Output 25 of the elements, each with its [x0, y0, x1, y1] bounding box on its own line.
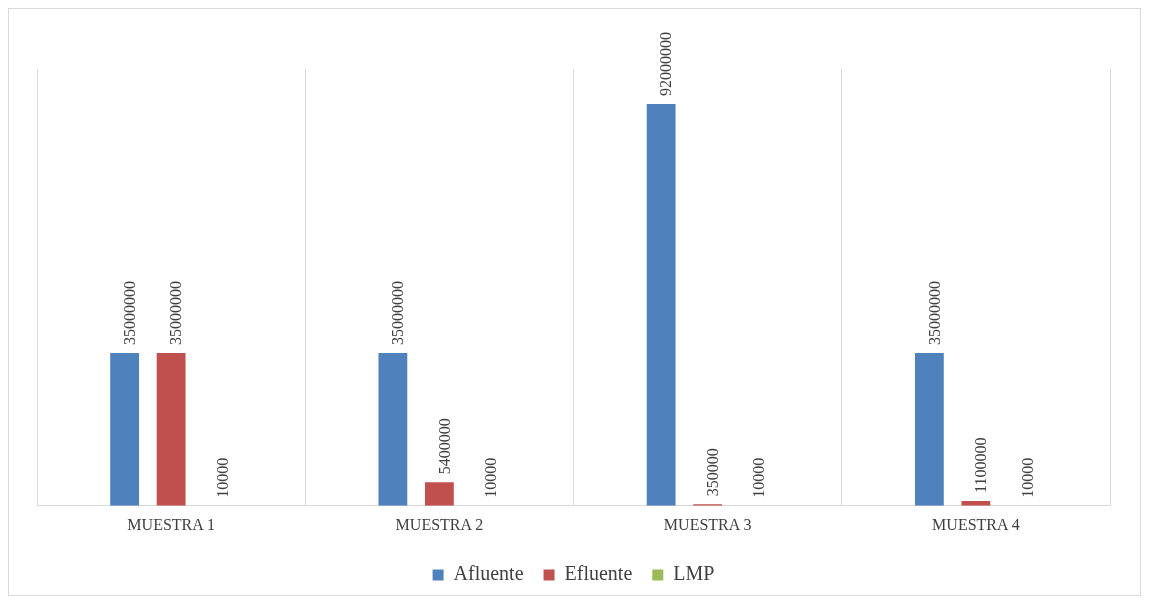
data-label: 10000: [213, 457, 231, 498]
x-tick-label: MUESTRA 3: [663, 515, 752, 533]
bar: [110, 352, 140, 506]
legend-label: LMP: [673, 562, 715, 585]
data-label: 35000000: [925, 280, 943, 345]
bar: [646, 103, 676, 506]
data-label: 10000: [1018, 457, 1036, 498]
data-label: 1100000: [972, 437, 990, 493]
data-label: 5400000: [435, 418, 453, 475]
bar: [378, 352, 408, 506]
legend-label: Afluente: [453, 562, 524, 585]
x-tick-label: MUESTRA 2: [395, 515, 484, 533]
data-label: 35000000: [167, 280, 185, 345]
data-label: 10000: [482, 457, 500, 498]
data-label: 10000: [750, 457, 768, 498]
bar: [156, 352, 186, 506]
data-label: 35000000: [120, 280, 138, 345]
data-label: 350000: [703, 448, 721, 497]
data-label: 92000000: [657, 31, 675, 96]
x-tick-label: MUESTRA 1: [127, 515, 215, 533]
data-label: 35000000: [389, 280, 407, 345]
bar: [424, 482, 454, 506]
bar: [914, 352, 944, 506]
x-tick-label: MUESTRA 4: [932, 515, 1020, 533]
legend-label: Efluente: [564, 562, 633, 585]
